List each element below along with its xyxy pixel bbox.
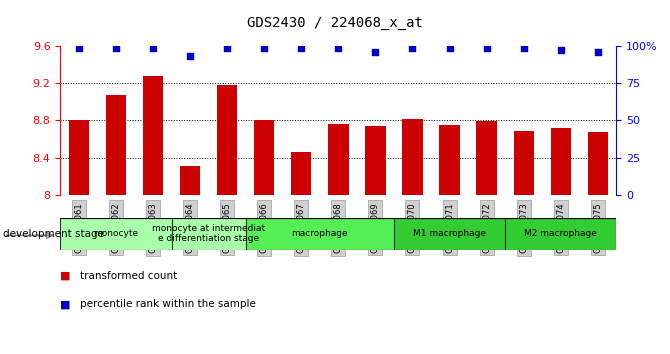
- Text: monocyte at intermediat
e differentiation stage: monocyte at intermediat e differentiatio…: [152, 224, 265, 243]
- Bar: [440, 125, 460, 354]
- Point: [222, 45, 232, 50]
- Point: [333, 45, 344, 50]
- Bar: [476, 121, 497, 354]
- Bar: [291, 152, 312, 354]
- Text: M1 macrophage: M1 macrophage: [413, 229, 486, 238]
- Point: [444, 45, 455, 50]
- Bar: [551, 128, 571, 354]
- Text: development stage: development stage: [3, 229, 105, 239]
- Bar: [394, 218, 505, 250]
- Bar: [172, 218, 246, 250]
- Text: monocyte: monocyte: [93, 229, 139, 238]
- Bar: [505, 218, 616, 250]
- Text: macrophage: macrophage: [291, 229, 348, 238]
- Bar: [513, 131, 534, 354]
- Bar: [60, 218, 172, 250]
- Point: [519, 45, 529, 50]
- Text: ■: ■: [60, 299, 71, 309]
- Text: M2 macrophage: M2 macrophage: [525, 229, 597, 238]
- Point: [259, 45, 269, 50]
- Text: transformed count: transformed count: [80, 271, 178, 281]
- Point: [185, 53, 196, 59]
- Point: [592, 49, 603, 55]
- Bar: [217, 85, 237, 354]
- Bar: [254, 120, 275, 354]
- Text: GDS2430 / 224068_x_at: GDS2430 / 224068_x_at: [247, 16, 423, 30]
- Point: [370, 49, 381, 55]
- Bar: [68, 120, 89, 354]
- Point: [147, 45, 158, 50]
- Bar: [106, 95, 126, 354]
- Point: [74, 45, 84, 50]
- Point: [111, 45, 121, 50]
- Bar: [588, 131, 608, 354]
- Point: [296, 45, 307, 50]
- Point: [481, 45, 492, 50]
- Bar: [143, 76, 163, 354]
- Text: percentile rank within the sample: percentile rank within the sample: [80, 299, 256, 309]
- Point: [407, 45, 418, 50]
- Bar: [402, 119, 423, 354]
- Bar: [180, 166, 200, 354]
- Bar: [246, 218, 394, 250]
- Bar: [328, 124, 348, 354]
- Text: ■: ■: [60, 271, 71, 281]
- Point: [555, 48, 566, 53]
- Bar: [365, 126, 386, 354]
